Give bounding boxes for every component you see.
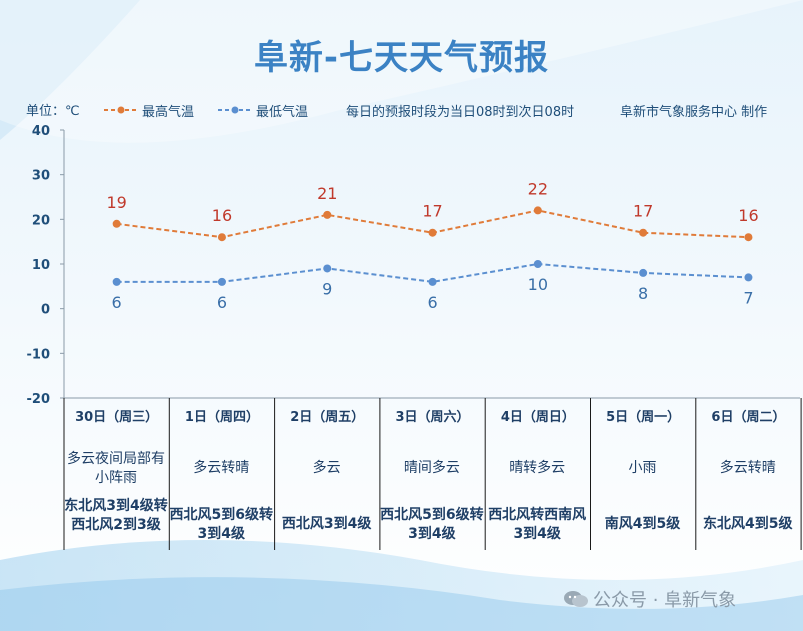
legend-low-label: 最低气温 <box>256 105 309 120</box>
x-tick-label: 3日（周六） <box>396 409 470 425</box>
high-temp-point <box>217 233 226 242</box>
low-temp-point <box>744 273 753 282</box>
low-temp-data-label: 8 <box>638 284 648 303</box>
x-tick-label: 4日（周日） <box>501 409 575 425</box>
page-title: 阜新-七天天气预报 <box>253 38 550 78</box>
high-temp-point <box>639 228 648 237</box>
low-temp-data-label: 10 <box>528 275 548 294</box>
watermark-text: 公众号 · 阜新气象 <box>593 590 737 611</box>
high-temp-data-label: 19 <box>106 193 126 212</box>
low-temp-point <box>639 268 648 277</box>
x-tick-label: 1日（周四） <box>185 409 259 425</box>
series-low: 6 6 9 6 10 8 7 <box>112 260 754 312</box>
wind-cell: 东北风4到5级 <box>703 516 793 532</box>
x-tick-label: 6日（周二） <box>711 409 785 425</box>
legend-high-mark <box>104 106 138 114</box>
weather-cell: 多云转晴 <box>193 460 250 476</box>
legend-low-mark <box>218 106 252 114</box>
y-tick-label: -10 <box>27 347 51 362</box>
y-tick-label: 40 <box>32 124 50 139</box>
y-tick-label: 20 <box>32 213 50 228</box>
weather-cell: 多云转晴 <box>719 460 776 476</box>
low-temp-point <box>323 264 332 273</box>
series-high: 19 16 21 17 22 17 16 <box>106 179 759 242</box>
low-temp-point <box>217 277 226 286</box>
forecast-period-note: 每日的预报时段为当日08时到次日08时 <box>346 105 575 120</box>
wind-cell: 南风4到5级 <box>604 516 681 532</box>
y-tick-label: 10 <box>32 258 50 273</box>
low-temp-data-label: 9 <box>322 279 332 298</box>
wind-cell: 西北风5到6级转3到4级 <box>169 507 274 542</box>
high-temp-point <box>323 210 332 219</box>
weather-cell: 小雨 <box>628 460 657 476</box>
high-temp-data-label: 17 <box>633 202 653 221</box>
wind-cell: 西北风转西南风3到4级 <box>488 507 587 542</box>
high-temp-data-label: 16 <box>212 206 232 225</box>
x-tick-label: 30日（周三） <box>75 409 158 425</box>
wind-cell: 西北风5到6级转3到4级 <box>380 507 484 542</box>
low-temp-point <box>428 277 437 286</box>
low-temp-point <box>112 277 121 286</box>
wechat-icon <box>564 591 588 607</box>
legend-marks <box>104 106 252 114</box>
weather-cell: 多云夜间局部有小阵雨 <box>67 451 165 486</box>
maker-label: 阜新市气象服务中心 制作 <box>620 105 768 120</box>
weather-cell: 晴转多云 <box>509 460 566 476</box>
high-temp-point <box>428 228 437 237</box>
y-tick-label: -20 <box>27 392 51 407</box>
chart-axes: 40 30 20 10 0 -10 -20 30日（周三） 1日（周四） 2日（周五） 3日（周六）… <box>27 124 800 425</box>
low-temp-data-label: 6 <box>112 293 122 312</box>
low-temp-data-label: 7 <box>743 288 753 307</box>
high-temp-point <box>744 233 753 242</box>
y-tick-label: 0 <box>41 303 50 318</box>
high-temp-data-label: 16 <box>738 206 758 225</box>
wind-cell: 东北风3到4级转西北风2到3级 <box>64 498 168 533</box>
low-temp-point <box>533 260 542 268</box>
wind-cell: 西北风3到4级 <box>281 516 372 532</box>
high-temp-point <box>112 219 121 228</box>
low-temp-data-label: 6 <box>427 293 437 312</box>
weather-cell: 晴间多云 <box>403 460 460 476</box>
table-grid <box>63 398 802 550</box>
unit-label: 单位：℃ <box>26 104 80 119</box>
low-temp-data-label: 6 <box>217 293 227 312</box>
weather-cell: 多云 <box>312 460 341 476</box>
x-tick-label: 2日（周五） <box>290 409 364 425</box>
watermark: 公众号 · 阜新气象 <box>563 586 736 612</box>
high-temp-data-label: 17 <box>422 202 442 221</box>
x-tick-label: 5日（周一） <box>606 409 680 425</box>
high-temp-point <box>533 206 542 215</box>
y-tick-label: 30 <box>32 169 50 184</box>
high-temp-data-label: 21 <box>317 184 337 203</box>
high-temp-data-label: 22 <box>528 179 548 198</box>
legend-high-label: 最高气温 <box>142 105 195 120</box>
